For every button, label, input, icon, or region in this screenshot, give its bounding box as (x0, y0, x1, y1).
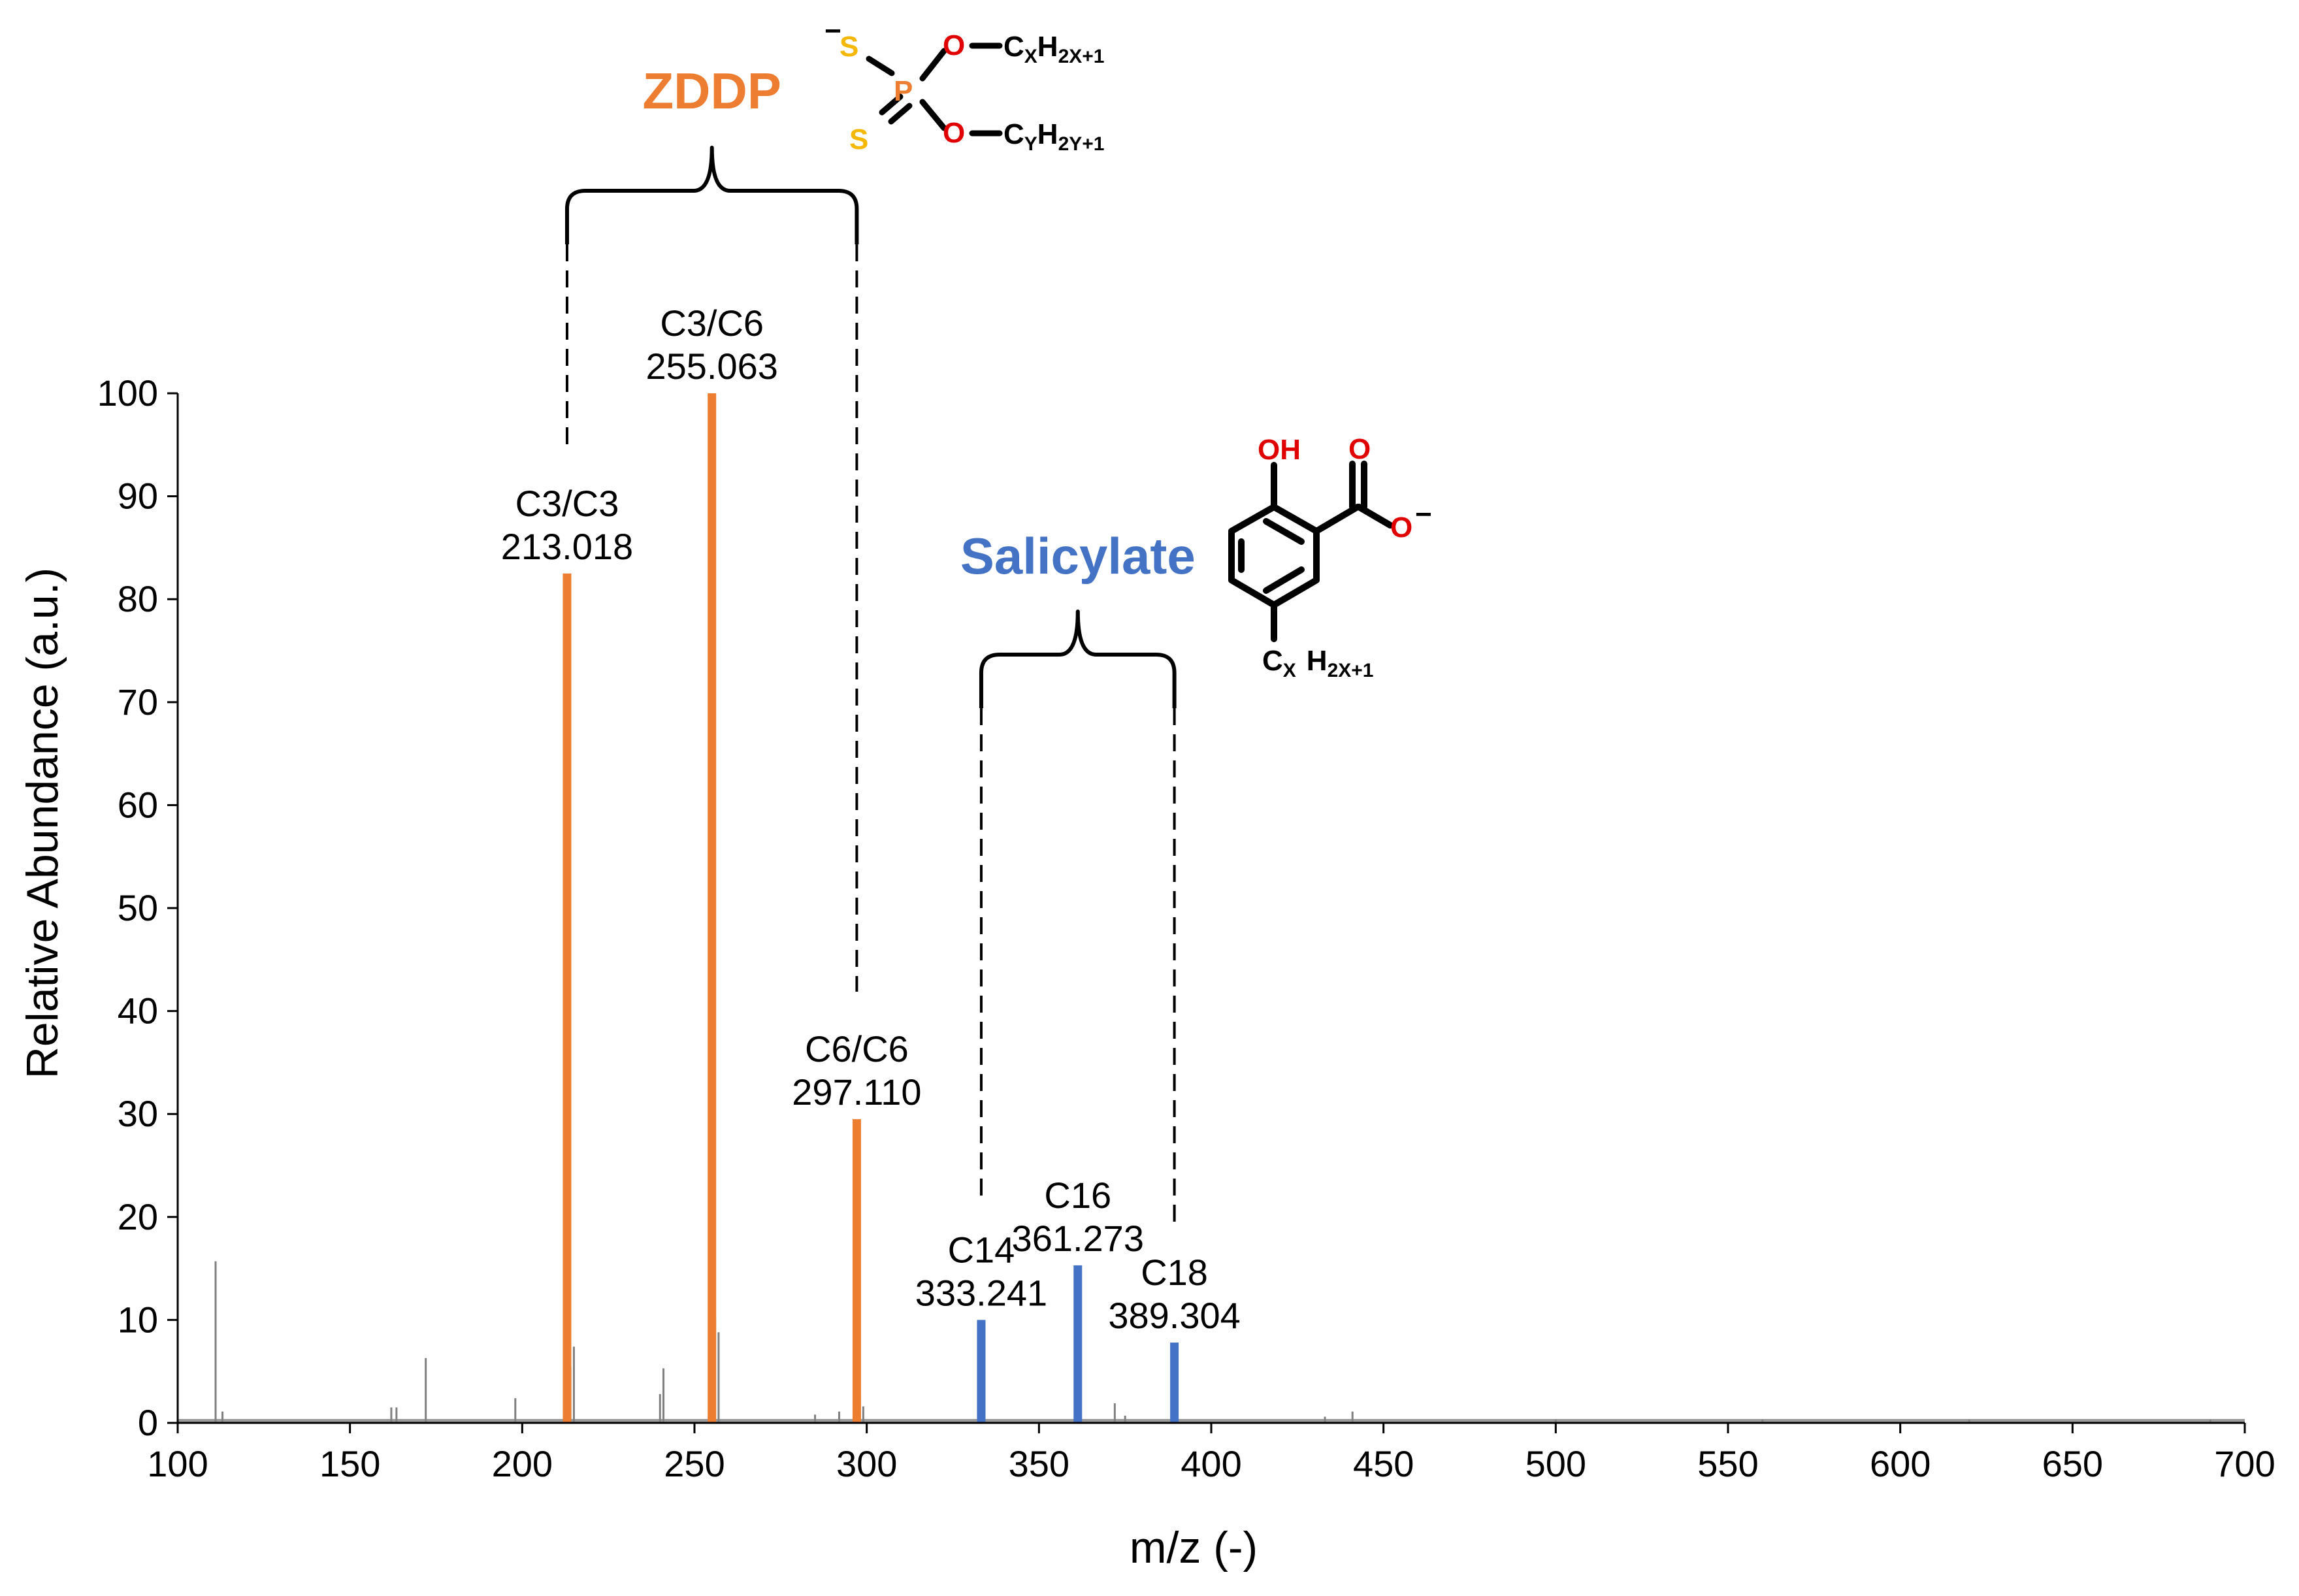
x-tick-label: 100 (147, 1443, 208, 1484)
peak-mz-label: 297.110 (792, 1071, 921, 1113)
x-tick-label: 350 (1009, 1443, 1069, 1484)
x-tick-label: 450 (1353, 1443, 1414, 1484)
peak-name-label: C16 (1044, 1175, 1111, 1216)
peak-bar (1170, 1343, 1179, 1423)
y-tick-label: 90 (118, 476, 158, 517)
x-tick-label: 400 (1181, 1443, 1241, 1484)
x-tick-label: 500 (1525, 1443, 1586, 1484)
zddp-chain-bottom: CYH2Y+1 (1003, 118, 1104, 155)
x-tick-label: 700 (2214, 1443, 2275, 1484)
zddp-charge: − (824, 15, 841, 47)
salicylate-carbonyl-oxygen: O (1348, 433, 1371, 465)
x-tick-label: 250 (664, 1443, 725, 1484)
y-axis-title: Relative Abundance (a.u.) (18, 568, 67, 1079)
x-tick-label: 550 (1697, 1443, 1758, 1484)
salicylate-chain: CX H2X+1 (1262, 645, 1373, 681)
minor-peaks-layer (178, 1261, 2245, 1423)
y-tick-label: 20 (118, 1196, 158, 1237)
x-tick-label: 200 (492, 1443, 553, 1484)
peak-mz-label: 361.273 (1012, 1218, 1144, 1259)
peak-bar (977, 1320, 986, 1423)
baseline-noise (178, 1419, 2245, 1423)
salicylate-carboxylate-oxygen: O (1390, 512, 1412, 544)
peak-bar (563, 573, 572, 1423)
group-label: Salicylate (960, 527, 1196, 585)
axes-layer: 100 150 200 250 300 350 400 450 500 550 600 650 700 0… (97, 372, 2275, 1484)
y-tick-label: 10 (118, 1299, 158, 1340)
zddp-oxygen-top: O (943, 29, 965, 61)
peak-name-label: C3/C6 (660, 302, 764, 344)
peak-name-label: C3/C3 (515, 483, 619, 524)
salicylate-hydroxyl: OH (1258, 434, 1301, 466)
y-tick-label: 30 (118, 1093, 158, 1134)
salicylate-structure: OH O O − CX H2X+1 (1228, 433, 1432, 681)
peak-mz-label: 389.304 (1108, 1295, 1240, 1336)
zddp-sulfur-bottom: S (849, 123, 868, 155)
x-tick-label: 150 (319, 1443, 380, 1484)
zddp-oxygen-bottom: O (943, 117, 965, 149)
group-bracket (979, 610, 1177, 708)
peak-mz-label: 213.018 (501, 526, 633, 567)
y-tick-label: 60 (118, 784, 158, 825)
zddp-phosphorus: P (894, 75, 913, 107)
zddp-sulfur-top: S (840, 31, 858, 63)
major-peaks-layer (563, 393, 1179, 1423)
zddp-chain-top: CXH2X+1 (1003, 31, 1104, 67)
x-axis-title: m/z (-) (1130, 1523, 1258, 1572)
peak-bar (708, 393, 717, 1423)
group-bracket (564, 146, 859, 244)
x-tick-label: 650 (2042, 1443, 2103, 1484)
x-tick-label: 300 (836, 1443, 897, 1484)
y-tick-label: 80 (118, 578, 158, 619)
peak-bar (852, 1119, 861, 1423)
y-tick-label: 40 (118, 990, 158, 1032)
peak-bar (1073, 1265, 1083, 1423)
y-tick-label: 0 (138, 1402, 158, 1443)
y-tick-label: 100 (97, 372, 158, 414)
group-label: ZDDP (643, 62, 781, 120)
x-tick-label: 600 (1870, 1443, 1931, 1484)
peak-mz-label: 255.063 (645, 346, 777, 387)
y-tick-label: 70 (118, 681, 158, 723)
peak-name-label: C18 (1141, 1252, 1208, 1293)
salicylate-charge: − (1415, 498, 1432, 530)
peak-name-label: C14 (948, 1229, 1015, 1270)
peak-mz-label: 333.241 (915, 1272, 1047, 1313)
zddp-structure: − S P S O O CXH2X+1 CYH2Y+1 (824, 15, 1104, 155)
peak-name-label: C6/C6 (805, 1028, 909, 1069)
y-tick-label: 50 (118, 887, 158, 928)
